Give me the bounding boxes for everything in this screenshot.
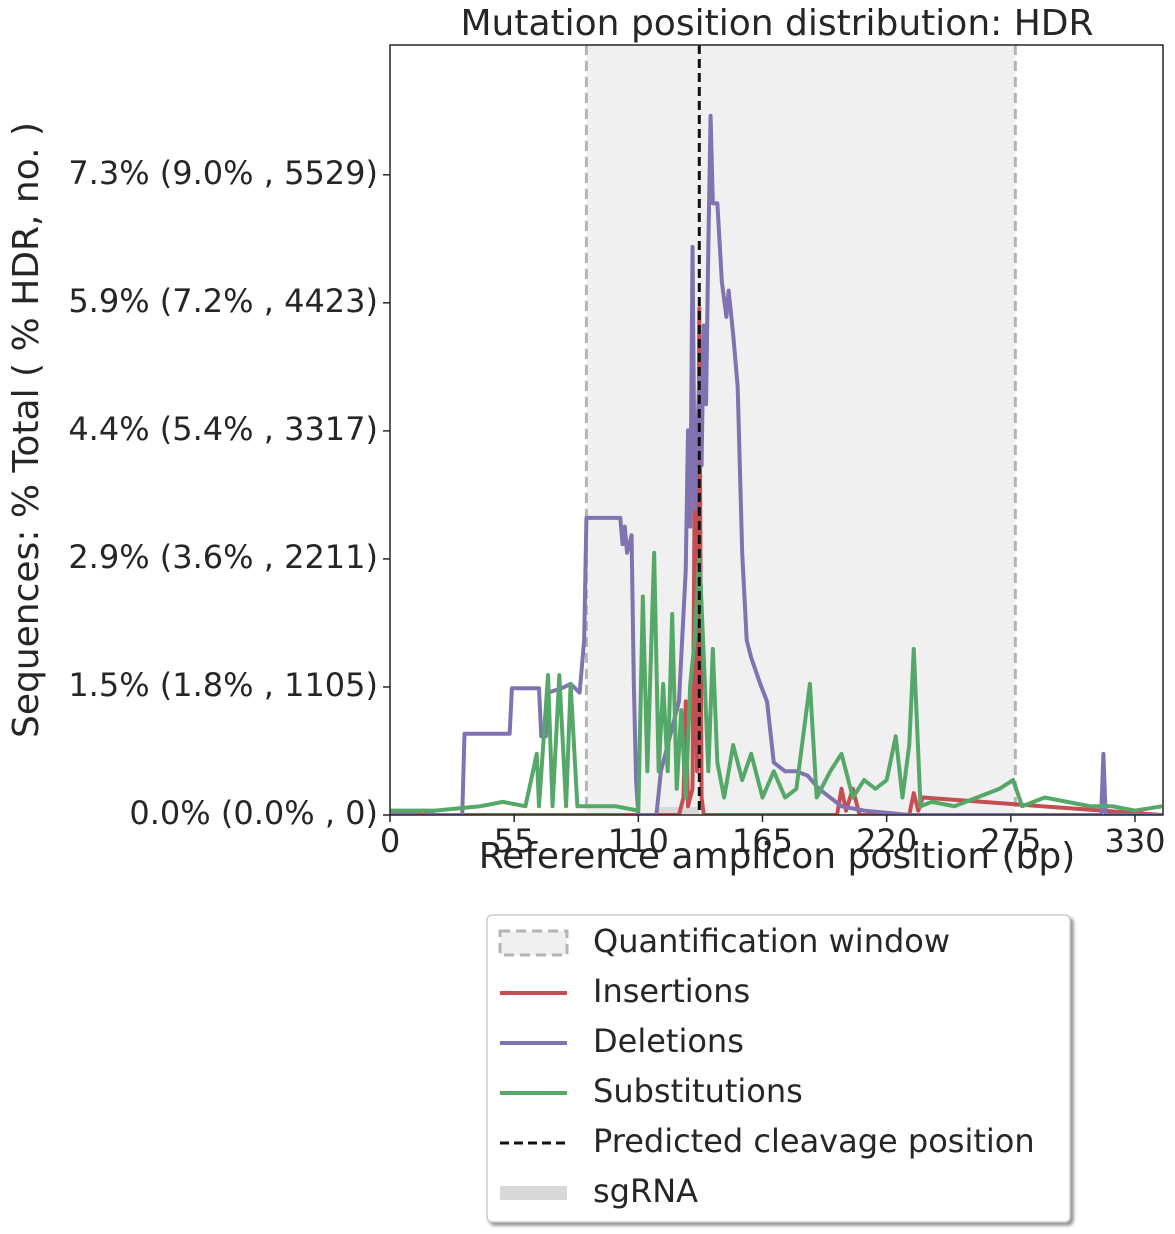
legend-entries: Quantification window Insertions Deletions… [498, 922, 1035, 1210]
legend-label: Predicted cleavage position [593, 1122, 1035, 1160]
legend-label: Quantification window [593, 922, 950, 960]
legend-label: Deletions [593, 1022, 744, 1060]
x-tick-label: 165 [732, 822, 793, 860]
x-tick-label: 55 [494, 822, 535, 860]
series-line [390, 550, 1163, 813]
series-line [390, 113, 1163, 815]
x-tick-label: 330 [1104, 822, 1165, 860]
x-tick-label: 110 [608, 822, 669, 860]
y-tick-label: 4.4% (5.4% , 3317) [68, 410, 378, 448]
legend-label: Substitutions [593, 1072, 803, 1110]
sgrna [656, 807, 700, 815]
legend [486, 914, 1071, 1223]
y-tick-label: 7.3% (9.0% , 5529) [68, 154, 378, 192]
chart-title: Mutation position distribution: HDR [460, 3, 1093, 44]
x-tick-label: 0 [380, 822, 400, 860]
y-tick-label: 5.9% (7.2% , 4423) [68, 282, 378, 320]
y-tick-label: 0.0% (0.0% , 0) [129, 794, 378, 832]
x-tick-label: 220 [856, 822, 917, 860]
x-tick-label: 275 [980, 822, 1041, 860]
y-axis-label: Sequences: % Total ( % HDR, no. ) [6, 122, 47, 738]
y-tick-label: 2.9% (3.6% , 2211) [68, 538, 378, 576]
series-line [390, 306, 1163, 815]
x-axis-label: Reference amplicon position (bp) [479, 836, 1076, 877]
plot-frame [389, 44, 1164, 816]
plot-area [390, 45, 1163, 815]
legend-window-swatch [498, 929, 569, 957]
legend-label: sgRNA [593, 1172, 698, 1210]
legend-label: Insertions [593, 972, 750, 1010]
y-tick-label: 1.5% (1.8% , 1105) [68, 666, 378, 704]
